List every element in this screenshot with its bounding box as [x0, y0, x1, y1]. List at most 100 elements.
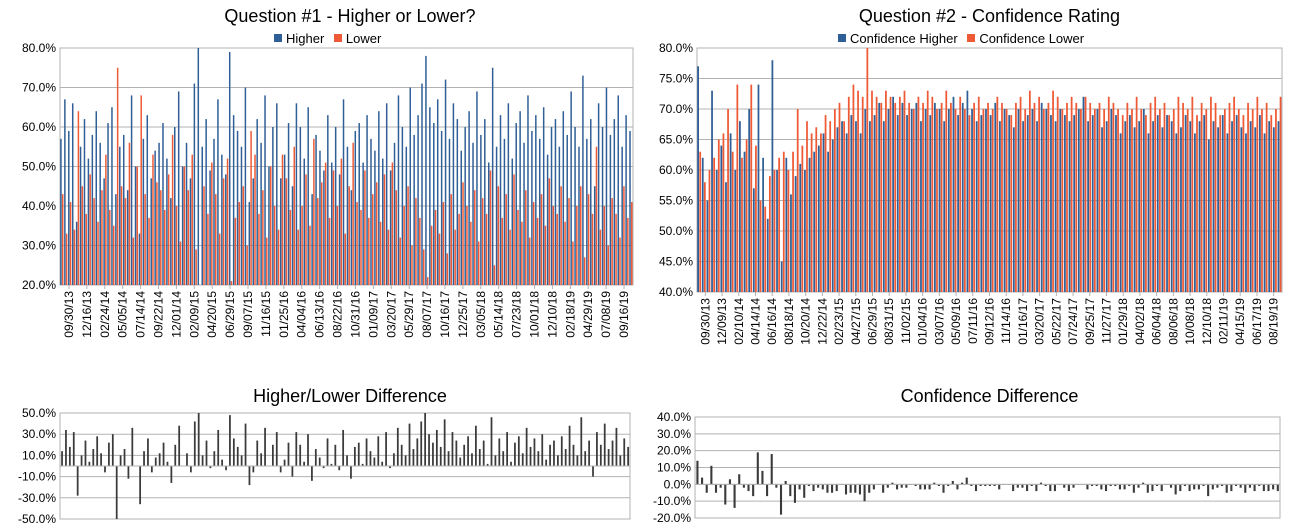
bar-lower	[560, 186, 562, 285]
bar-confidence-higher	[1091, 115, 1094, 292]
bar-confidence-lower	[977, 96, 980, 292]
bar-higher	[272, 127, 274, 285]
bar-higher	[197, 48, 200, 285]
bar	[1021, 484, 1024, 488]
bar-confidence-higher	[1249, 121, 1252, 292]
bar	[914, 484, 917, 487]
bar	[779, 484, 783, 515]
bar	[993, 484, 996, 487]
bar	[521, 453, 524, 466]
bar	[408, 423, 411, 466]
bar	[1104, 484, 1108, 492]
bar-higher	[95, 111, 98, 285]
bar-confidence-higher	[1087, 121, 1089, 292]
bar	[937, 484, 940, 487]
bar-higher	[283, 154, 286, 285]
bar-confidence-higher	[1212, 121, 1215, 292]
bar	[1267, 484, 1270, 492]
bar-confidence-lower	[1131, 109, 1133, 292]
bar-confidence-higher	[1077, 109, 1080, 292]
bar	[1230, 484, 1233, 492]
y-tick-label: 60.0%	[659, 163, 693, 177]
bar-confidence-lower	[922, 102, 924, 292]
bar	[96, 436, 99, 466]
bar-lower	[489, 170, 492, 285]
bar-confidence-lower	[1154, 96, 1157, 292]
bar	[396, 427, 399, 466]
bar-confidence-lower	[1242, 115, 1245, 292]
x-tick-label: 04/29/19	[581, 291, 595, 338]
bar-confidence-lower	[1042, 109, 1045, 292]
bar	[1016, 484, 1019, 488]
bar-confidence-higher	[892, 96, 894, 292]
bar	[190, 466, 192, 473]
bar	[568, 425, 571, 466]
bar-confidence-lower	[982, 109, 985, 292]
bar	[393, 453, 395, 466]
bar-higher	[174, 127, 176, 285]
x-tick-label: 02/24/14	[98, 291, 112, 338]
bar-lower	[411, 245, 413, 285]
bar	[1049, 484, 1052, 492]
bar	[353, 446, 356, 466]
bar-lower	[132, 237, 135, 285]
y-tick-label: 20.0%	[22, 278, 56, 292]
bar	[705, 484, 708, 493]
bar-higher	[60, 138, 62, 285]
bar-confidence-lower	[1145, 115, 1147, 292]
bar-confidence-lower	[1098, 102, 1101, 292]
y-tick-label: 40.0%	[22, 199, 56, 213]
bar-higher	[103, 178, 105, 285]
chart-title: Confidence Difference	[900, 386, 1079, 406]
bar	[494, 455, 497, 466]
x-tick-label: 12/22/14	[815, 298, 829, 345]
bar-higher	[448, 138, 451, 285]
bar-confidence-lower	[1093, 109, 1096, 292]
x-tick-label: 04/15/19	[1233, 298, 1247, 345]
bar-confidence-lower	[1177, 96, 1180, 292]
x-tick-label: 05/29/17	[402, 291, 416, 338]
bar-confidence-higher	[1254, 127, 1257, 292]
y-tick-label: 50.0%	[659, 224, 693, 238]
bar-higher	[177, 91, 180, 285]
bar-higher	[64, 99, 66, 285]
bar	[1035, 484, 1038, 492]
x-tick-label: 09/16/19	[617, 291, 631, 338]
bar	[1211, 484, 1214, 490]
bar	[905, 484, 908, 488]
bar-confidence-lower	[1261, 109, 1263, 292]
bar-higher	[315, 134, 317, 285]
bar-higher	[558, 146, 561, 285]
bar	[798, 484, 801, 490]
bar-confidence-lower	[1200, 102, 1203, 292]
y-tick-label: -30.0%	[18, 491, 56, 505]
legend-label: Confidence Lower	[979, 30, 1085, 46]
bar-higher	[107, 123, 109, 285]
bar-confidence-higher	[1180, 127, 1182, 292]
bar	[766, 484, 769, 497]
bar	[1248, 484, 1251, 488]
bar	[170, 466, 173, 483]
y-tick-label: 50.0%	[22, 160, 56, 174]
bar-higher	[83, 119, 86, 285]
bar-confidence-higher	[1217, 127, 1219, 292]
bar-higher	[393, 142, 396, 285]
bar	[710, 465, 713, 485]
x-tick-label: 07/11/16	[966, 298, 980, 344]
bar	[369, 451, 372, 466]
x-tick-label: 02/23/15	[832, 298, 846, 345]
bar-confidence-lower	[1214, 102, 1217, 292]
bar-confidence-higher	[1147, 133, 1150, 292]
bar	[264, 427, 266, 466]
bar-confidence-higher	[831, 139, 834, 292]
bar-confidence-lower	[1052, 90, 1054, 292]
bar	[1169, 484, 1173, 488]
x-tick-label: 04/02/18	[1133, 298, 1147, 345]
bar-confidence-higher	[1026, 115, 1029, 292]
bar-lower	[391, 162, 394, 285]
bar-higher	[68, 130, 70, 285]
bar	[545, 459, 548, 466]
bar	[724, 484, 727, 505]
bar-lower	[238, 202, 241, 285]
bar-lower	[120, 186, 123, 285]
